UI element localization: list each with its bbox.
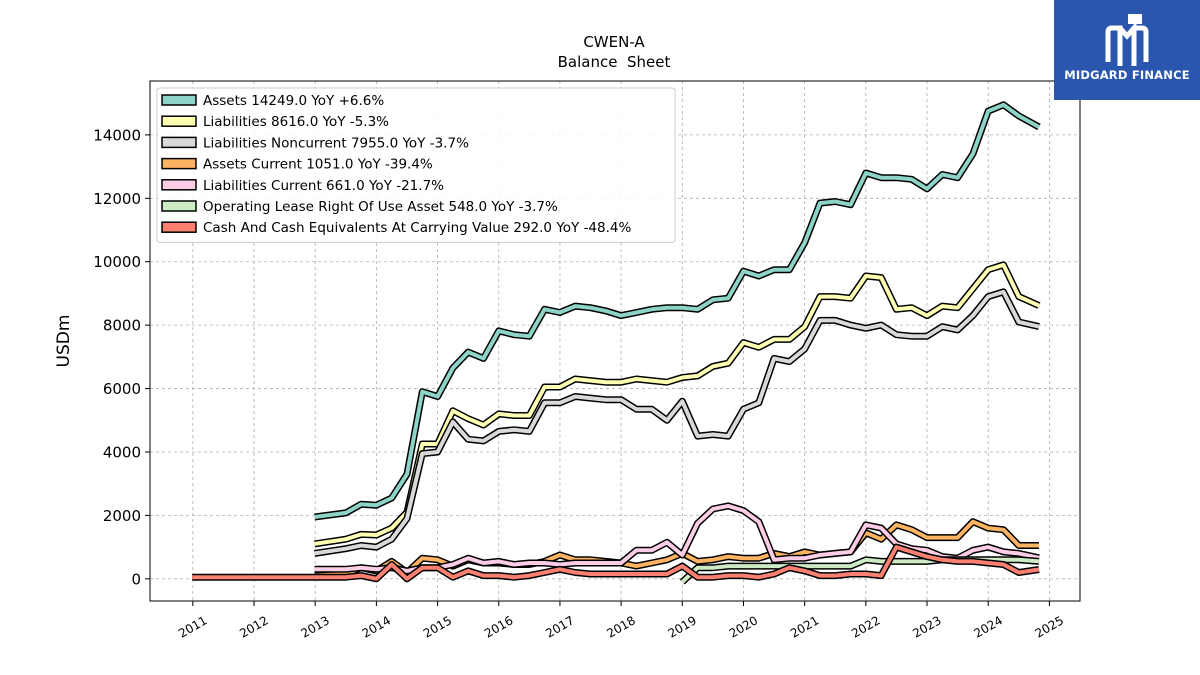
legend-label: Assets 14249.0 YoY +6.6% — [203, 93, 384, 109]
y-tick-label: 6000 — [103, 380, 141, 398]
legend-label: Operating Lease Right Of Use Asset 548.0… — [203, 199, 558, 215]
x-tick-label: 2020 — [727, 613, 760, 640]
x-tick-label: 2019 — [666, 613, 699, 640]
legend-swatch — [161, 157, 197, 170]
legend-label: Assets Current 1051.0 YoY -39.4% — [203, 157, 433, 173]
brand-logo: MIDGARD FINANCE — [1054, 0, 1200, 100]
legend-box — [156, 87, 676, 243]
series-liabilities-noncurrent — [314, 288, 1040, 557]
legend-label: Cash And Cash Equivalents At Carrying Va… — [203, 220, 631, 236]
x-axis: 2011 2012 2013 2014 2015 2016 2017 2018 2019 2020… — [176, 601, 1066, 641]
series-liabilities — [314, 261, 1041, 548]
plot-frame — [149, 80, 1081, 602]
legend-swatch — [161, 94, 197, 106]
x-tick-label: 2022 — [849, 613, 882, 640]
chart-subtitle: Balance Sheet — [558, 53, 671, 71]
y-tick-label: 10000 — [93, 253, 141, 271]
x-tick-label: 2012 — [237, 613, 270, 640]
y-axis: 0 2000 4000 6000 8000 10000 12000 14000 — [93, 126, 150, 588]
series-line — [192, 545, 1040, 581]
y-tick-label: 12000 — [93, 190, 141, 208]
series-cash-and-cash-equivalents-at-carrying-value — [192, 543, 1040, 583]
y-tick-label: 4000 — [103, 443, 141, 461]
series-line — [314, 102, 1040, 519]
legend-swatch — [161, 115, 197, 127]
series-line — [314, 289, 1040, 556]
x-tick-label: 2024 — [971, 613, 1004, 640]
x-tick-label: 2018 — [604, 613, 637, 640]
legend-swatch — [161, 200, 197, 212]
legend: Assets 14249.0 YoY +6.6% Liabilities 8616… — [156, 87, 676, 243]
series-line — [314, 503, 1040, 573]
x-tick-label: 2016 — [482, 613, 515, 640]
brand-logo-icon — [1105, 14, 1149, 66]
y-tick-label: 8000 — [103, 317, 141, 335]
x-tick-label: 2011 — [176, 613, 209, 640]
x-tick-label: 2025 — [1033, 613, 1066, 640]
legend-label: Liabilities 8616.0 YoY -5.3% — [203, 114, 389, 130]
x-tick-label: 2015 — [421, 613, 454, 640]
x-tick-label: 2017 — [543, 613, 576, 640]
x-tick-label: 2013 — [298, 613, 331, 640]
series-assets — [314, 101, 1041, 521]
series-layer — [192, 101, 1041, 585]
y-tick-label: 0 — [131, 570, 141, 588]
y-axis-label: USDm — [54, 315, 74, 368]
chart-title: CWEN-A — [583, 33, 645, 51]
x-tick-label: 2021 — [788, 613, 821, 640]
x-tick-label: 2023 — [910, 613, 943, 640]
legend-swatch — [161, 221, 197, 233]
series-line — [314, 262, 1040, 546]
legend-label: Liabilities Current 661.0 YoY -21.7% — [203, 178, 444, 194]
series-liabilities-current — [314, 502, 1040, 575]
legend-label: Liabilities Noncurrent 7955.0 YoY -3.7% — [203, 135, 469, 151]
brand-name: MIDGARD FINANCE — [1064, 68, 1190, 82]
x-tick-label: 2014 — [360, 613, 393, 640]
legend-swatch — [161, 136, 197, 149]
y-tick-label: 14000 — [93, 126, 141, 144]
y-tick-label: 2000 — [103, 507, 141, 525]
legend-swatch — [161, 179, 197, 191]
